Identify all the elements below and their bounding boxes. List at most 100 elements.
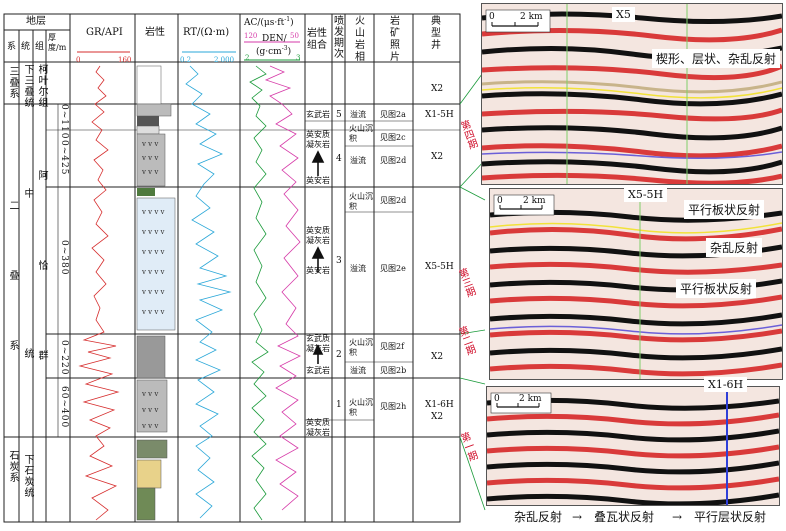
header-gr-max: 160: [118, 56, 132, 64]
header-rt: RT/(Ω·m): [183, 27, 230, 38]
seis2-note-2: 杂乱反射: [706, 238, 763, 257]
well-x2-c: X2: [431, 352, 444, 362]
facies-overflow-2: 溢流: [350, 156, 366, 165]
bottom-chaotic: 杂乱反射: [514, 510, 563, 524]
header-ac-max: 50: [290, 32, 299, 40]
well-x2-b: X2: [431, 152, 444, 162]
header-ac-min: 120: [244, 32, 258, 40]
seis2-scale-2: 2 km: [523, 196, 546, 206]
header-den-unit: (g·cm-3): [256, 44, 291, 57]
seis2-note-1: 平行板状反射: [684, 200, 765, 219]
facies-overflow-4: 溢流: [350, 366, 366, 375]
well-x5-5h: X5-5H: [425, 262, 454, 272]
header-gr: GR/API: [86, 27, 123, 38]
seis2-well-label: X5-5H: [624, 187, 668, 202]
header-thickness: 厚度/m: [48, 33, 67, 52]
combo-basalt: 玄武岩: [306, 110, 330, 119]
strata-lower-carb: 下石炭统: [22, 454, 33, 498]
period-5: 5: [336, 110, 342, 120]
lithology-column: v v v v v v v v v v v v v v v v v v v v v v …: [136, 65, 176, 521]
strata-aqia: 阿恰群: [36, 170, 47, 440]
svg-text:v v v v: v v v v: [141, 208, 165, 216]
thickness-1: 0~110: [59, 104, 69, 140]
svg-text:v v v v: v v v v: [141, 248, 165, 256]
header-group: 组: [35, 42, 45, 52]
combo-basalt-tuff: 玄武质凝灰岩: [306, 334, 330, 353]
facies-volc-sed-3: 火山沉积: [349, 338, 373, 357]
facies-volc-sed-1: 火山沉积: [349, 124, 373, 143]
svg-text:v v v: v v v: [141, 154, 158, 162]
stratigraphic-column: v v v v v v v v v v v v v v v v v v v v v v …: [3, 13, 461, 523]
header-sys: 系: [7, 42, 17, 52]
header-den-close: ): [287, 47, 292, 57]
header-gr-min: 0: [76, 56, 81, 64]
seis1-well-label: X5: [612, 7, 635, 22]
thickness-4: 0~220: [59, 340, 69, 376]
strata-permian: 二叠系: [7, 200, 18, 410]
header-rt-min: 0.2: [180, 56, 192, 64]
bottom-arrow-1: →: [572, 510, 583, 524]
den-curve: [249, 65, 269, 521]
header-combo: 岩性组合: [307, 28, 327, 51]
combo-andesite-tuff-2: 英安质凝灰岩: [306, 226, 330, 245]
facies-volc-sed-4: 火山沉积: [349, 398, 373, 417]
photo-2d-1: 见图2d: [380, 156, 407, 165]
svg-text:v v v: v v v: [141, 422, 158, 430]
header-well: 典型井: [431, 16, 441, 51]
header-ac-title: AC/(μs·ft: [244, 18, 285, 28]
strata-triassic-sys: 三叠系: [7, 66, 18, 99]
header-den-sup: -3: [281, 45, 288, 52]
facies-overflow-3: 溢流: [350, 264, 366, 273]
svg-text:v v v v: v v v v: [141, 228, 165, 236]
header-photo: 岩矿照片: [390, 16, 400, 63]
header-series: 统: [21, 42, 31, 52]
strata-carboniferous: 石炭系: [7, 450, 18, 483]
seis3-well-label: X1-6H: [704, 377, 748, 392]
header-lith: 岩性: [145, 27, 165, 38]
strata-lower-tri: 下三叠统: [22, 64, 33, 108]
svg-text:v v v v: v v v v: [141, 268, 165, 276]
svg-text:v v v: v v v: [141, 406, 158, 414]
period-2: 2: [336, 350, 342, 360]
header-den-max: 3: [296, 54, 301, 62]
seismic-panel-1: [481, 3, 783, 185]
photo-2c: 见图2c: [380, 133, 406, 142]
period-4: 4: [336, 154, 342, 164]
combo-andesite-2: 英安岩: [306, 266, 330, 275]
photo-2b: 见图2b: [380, 366, 407, 375]
well-x2-a: X2: [431, 84, 444, 94]
thickness-5: 60~400: [59, 386, 69, 429]
strata-middle: 中统: [22, 188, 33, 508]
seis2-scale-0: 0: [497, 196, 503, 206]
header-den-unit-text: (g·cm: [256, 47, 282, 57]
well-x1-6h: X1-6H: [425, 400, 454, 410]
header-rt-max: 2 000: [214, 56, 235, 64]
seis1-scale-2: 2 km: [520, 12, 543, 22]
thickness-2: 0~425: [59, 140, 69, 176]
header-den-min: 2: [245, 54, 250, 62]
combo-andesite-tuff-1: 英安质凝灰岩: [306, 130, 330, 149]
period-3: 3: [336, 256, 342, 266]
facies-overflow-1: 溢流: [350, 110, 366, 119]
header-ac-sup: -1: [284, 16, 291, 23]
rt-curve: [185, 65, 232, 519]
photo-2f: 见图2f: [380, 342, 405, 351]
svg-text:v v v: v v v: [141, 140, 158, 148]
photo-2e: 见图2e: [380, 264, 406, 273]
well-x1-5h: X1-5H: [425, 110, 454, 120]
bottom-shingled: 叠瓦状反射: [594, 510, 655, 524]
period-1: 1: [336, 400, 342, 410]
seis3-scale-0: 0: [494, 394, 500, 404]
photo-2a: 见图2a: [380, 110, 406, 119]
connector-lines: [459, 69, 486, 511]
photo-2d-2: 见图2d: [380, 196, 407, 205]
svg-text:v v v v: v v v v: [141, 288, 165, 296]
header-strata: 地层: [26, 16, 46, 27]
header-period: 喷发期次: [334, 16, 344, 60]
facies-volc-sed-2: 火山沉积: [349, 192, 373, 211]
ac-curve: [264, 65, 301, 511]
combo-andesite-1: 英安岩: [306, 176, 330, 185]
seis3-scale-2: 2 km: [519, 394, 542, 404]
bottom-arrow-2: →: [672, 510, 683, 524]
seis2-note-3: 平行板状反射: [676, 279, 757, 298]
